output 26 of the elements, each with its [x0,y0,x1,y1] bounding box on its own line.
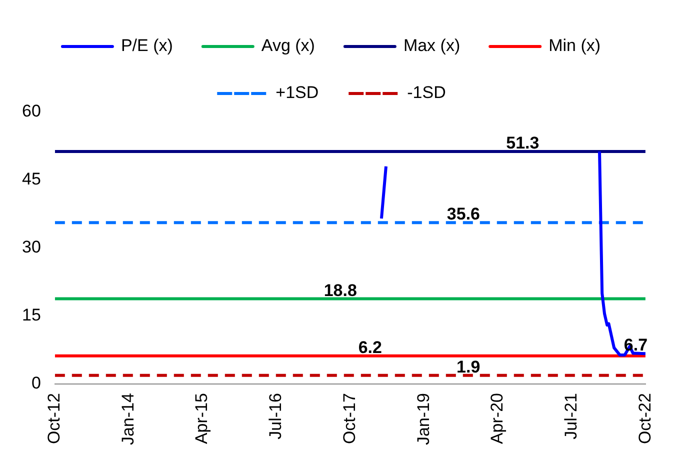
annotation: 18.8 [324,280,357,300]
legend-label: Min (x) [548,36,601,56]
legend-label: +1SD [276,83,319,102]
x-tick-label: Oct-17 [340,393,359,444]
legend-label: Max (x) [403,36,460,56]
x-tick-label: Apr-15 [192,393,212,444]
annotation: 6.2 [358,338,382,357]
legend-label: P/E (x) [120,36,173,56]
annotation: 1.9 [456,357,480,376]
x-tick-label: Jan-14 [118,393,138,446]
x-tick-label: Oct-22 [635,393,654,444]
y-tick-label: 60 [22,102,41,121]
legend-label: Avg (x) [261,36,315,56]
annotation: 51.3 [506,133,540,152]
annotation: 6.7 [624,336,648,355]
y-tick-label: 0 [31,374,41,393]
x-tick-label: Jul-21 [561,393,580,440]
x-tick-label: Oct-12 [44,393,64,444]
legend-label: -1SD [407,83,446,102]
x-tick-label: Jan-19 [414,393,433,446]
y-tick-label: 30 [22,238,41,257]
y-tick-label: 45 [22,170,41,189]
x-tick-label: Jul-16 [266,393,286,440]
y-tick-label: 15 [22,306,41,325]
annotation: 35.6 [446,204,480,224]
x-tick-label: Apr-20 [488,393,507,444]
